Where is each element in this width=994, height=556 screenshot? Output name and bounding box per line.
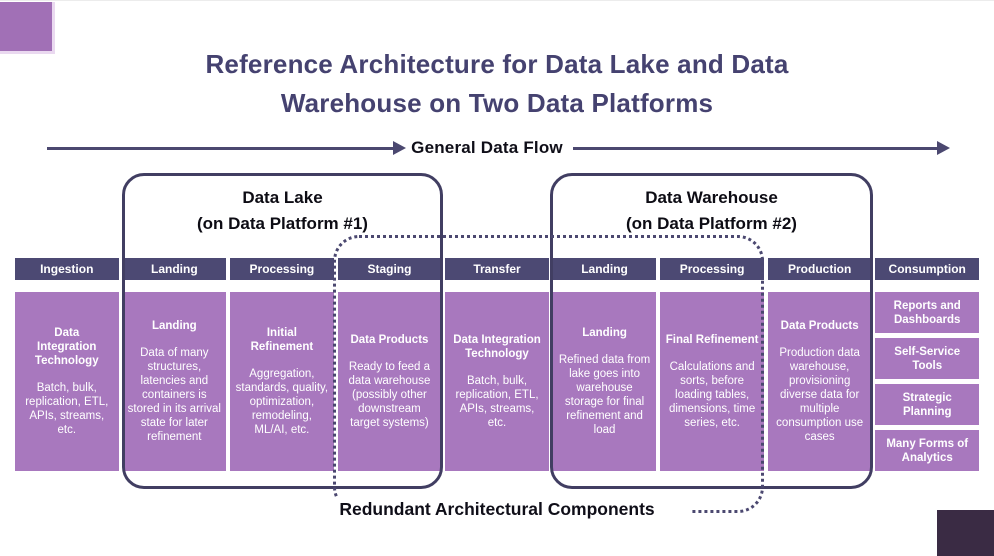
group-title-line: Data Lake	[242, 188, 323, 207]
column-transfer: Transfer Data Integration Technology Bat…	[445, 258, 549, 471]
column-body-title: Landing	[582, 327, 627, 339]
column-body: Landing Data of many structures, latenci…	[122, 292, 227, 471]
group-subtitle-line: (on Data Platform #2)	[626, 214, 797, 233]
consumption-box: Reports and Dashboards	[875, 292, 979, 333]
column-body-text: Batch, bulk, replication, ETL, APIs, str…	[455, 375, 539, 429]
column-header: Processing	[230, 258, 334, 280]
column-body: Data Products Production data warehouse,…	[767, 292, 872, 471]
column-body: Data Integration Technology Batch, bulk,…	[445, 292, 549, 471]
page-title-line1: Reference Architecture for Data Lake and…	[205, 49, 789, 79]
arrow-right-icon	[937, 141, 950, 155]
column-production: Production Data Products Production data…	[767, 258, 872, 471]
column-body-title: Final Refinement	[665, 334, 759, 346]
column-body: Data Integration Technology Batch, bulk,…	[15, 292, 119, 471]
decorative-corner-square-bottom-right	[937, 510, 994, 556]
column-consumption: Consumption Reports and Dashboards Self-…	[875, 258, 979, 471]
column-header: Transfer	[445, 258, 549, 280]
flow-line-left	[47, 147, 393, 150]
column-body-text: Calculations and sorts, before loading t…	[668, 361, 756, 429]
flow-line-right	[573, 147, 937, 150]
column-header: Production	[767, 258, 872, 280]
column-header: Landing	[122, 258, 227, 280]
column-processing-warehouse: Processing Final Refinement Calculations…	[660, 258, 764, 471]
column-body-text: Data of many structures, latencies and c…	[127, 347, 221, 443]
flow-label: General Data Flow	[411, 138, 563, 157]
column-body-title: Data Integration Technology	[453, 334, 541, 360]
data-lake-group-title: Data Lake (on Data Platform #1)	[125, 185, 440, 237]
column-body: Landing Refined data from lake goes into…	[552, 292, 657, 471]
column-body-title: Data Integration Technology	[34, 327, 99, 367]
decorative-corner-square-top-left	[0, 2, 55, 54]
arrow-right-icon	[393, 141, 406, 155]
consumption-stack: Reports and Dashboards Self-Service Tool…	[875, 292, 979, 471]
column-body: Data Products Ready to feed a data wareh…	[337, 292, 442, 471]
consumption-box: Many Forms of Analytics	[875, 430, 979, 471]
group-subtitle-line: (on Data Platform #1)	[197, 214, 368, 233]
column-body-title: Data Products	[350, 334, 429, 346]
column-body-title: Landing	[151, 320, 197, 332]
column-staging: Staging Data Products Ready to feed a da…	[337, 258, 442, 471]
column-header: Ingestion	[15, 258, 119, 280]
column-header: Landing	[552, 258, 657, 280]
column-body-text: Ready to feed a data warehouse (possibly…	[348, 361, 431, 429]
data-warehouse-group-title: Data Warehouse (on Data Platform #2)	[553, 185, 870, 237]
page-title: Reference Architecture for Data Lake and…	[0, 45, 994, 123]
group-title-line: Data Warehouse	[645, 188, 778, 207]
page-title-line2: Warehouse on Two Data Platforms	[280, 88, 714, 118]
consumption-box: Strategic Planning	[875, 384, 979, 425]
column-body-title: Data Products	[780, 320, 859, 332]
column-processing-lake: Processing Initial Refinement Aggregatio…	[230, 258, 334, 471]
redundant-components-label: Redundant Architectural Components	[303, 498, 691, 521]
column-landing-lake: Landing Landing Data of many structures,…	[122, 258, 227, 471]
column-header: Processing	[660, 258, 764, 280]
column-header: Staging	[337, 258, 442, 280]
consumption-box: Self-Service Tools	[875, 338, 979, 379]
architecture-columns: Ingestion Data Integration Technology Ba…	[15, 258, 979, 471]
column-body: Final Refinement Calculations and sorts,…	[660, 292, 764, 471]
column-body-text: Production data warehouse, provisioning …	[776, 347, 864, 443]
column-header: Consumption	[875, 258, 979, 280]
column-body-text: Batch, bulk, replication, ETL, APIs, str…	[25, 382, 109, 436]
column-body: Initial Refinement Aggregation, standard…	[230, 292, 334, 471]
column-landing-warehouse: Landing Landing Refined data from lake g…	[552, 258, 657, 471]
column-body-text: Refined data from lake goes into warehou…	[558, 354, 651, 436]
column-ingestion: Ingestion Data Integration Technology Ba…	[15, 258, 119, 471]
column-body-text: Aggregation, standards, quality, optimiz…	[235, 368, 329, 436]
column-body-title: Initial Refinement	[250, 327, 314, 353]
